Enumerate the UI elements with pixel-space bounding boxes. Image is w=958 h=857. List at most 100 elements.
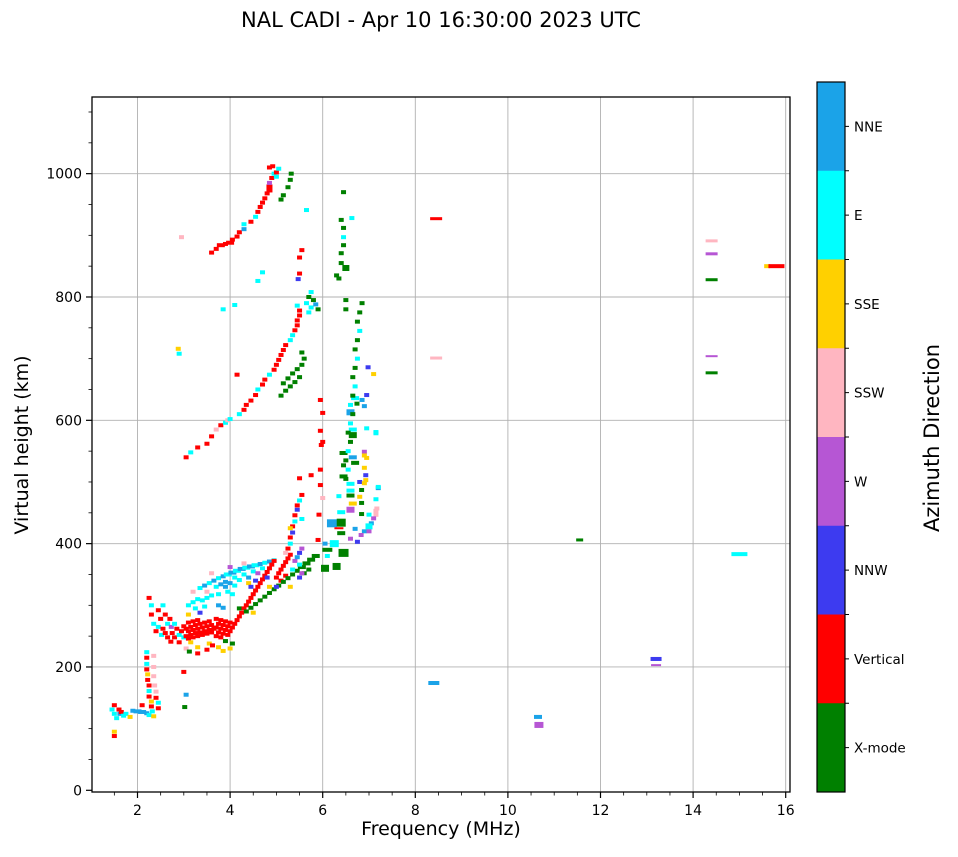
data-point [144, 661, 150, 666]
data-point [236, 230, 242, 235]
data-point [153, 695, 159, 700]
data-point [273, 170, 279, 175]
data-point [299, 571, 305, 576]
data-point [347, 402, 353, 407]
data-point [266, 590, 272, 595]
data-point [359, 301, 365, 306]
colorbar-tick-label: W [854, 474, 867, 490]
data-point [299, 248, 305, 253]
data-point [202, 583, 208, 588]
data-point [210, 643, 216, 648]
data-point [223, 572, 232, 577]
data-point [185, 612, 191, 617]
data-point [109, 707, 115, 712]
data-point [185, 603, 191, 608]
data-point [213, 246, 219, 251]
data-point [285, 376, 291, 381]
data-point [338, 548, 349, 557]
data-point [317, 428, 323, 433]
data-point [297, 476, 303, 481]
data-point [175, 346, 181, 351]
data-point [145, 672, 151, 677]
data-point [127, 714, 133, 719]
data-point [315, 307, 321, 312]
data-point [159, 632, 165, 637]
data-point [292, 519, 298, 524]
data-point [146, 595, 152, 600]
data-point [313, 302, 319, 307]
data-point [185, 629, 191, 634]
data-point [299, 516, 305, 521]
data-point [343, 298, 349, 303]
data-point [705, 278, 718, 282]
data-point [287, 384, 293, 389]
data-point [130, 708, 136, 713]
data-point [292, 513, 298, 518]
data-point [283, 573, 289, 578]
data-point [111, 703, 117, 708]
data-point [276, 571, 282, 576]
data-point [257, 581, 263, 586]
data-point [364, 426, 370, 431]
data-point [216, 576, 222, 581]
data-point [260, 200, 266, 205]
data-point [262, 377, 268, 382]
data-point [222, 639, 228, 644]
data-point [271, 367, 277, 372]
colorbar-segment-nnw [817, 525, 845, 615]
data-point [336, 518, 346, 527]
data-point [199, 598, 205, 603]
data-point [297, 562, 303, 567]
data-point [338, 261, 344, 266]
data-point [197, 610, 203, 615]
data-point [116, 707, 122, 712]
data-point [294, 323, 300, 328]
data-point [278, 197, 284, 202]
data-point [236, 412, 242, 417]
data-point [348, 432, 357, 439]
data-point [334, 527, 344, 530]
data-point [354, 356, 360, 361]
data-point [209, 250, 215, 255]
data-point [322, 547, 333, 552]
data-point [213, 616, 219, 621]
data-point [209, 630, 215, 635]
data-point [148, 704, 154, 709]
data-point [178, 629, 184, 634]
data-point [197, 621, 203, 626]
data-point [287, 541, 293, 546]
data-point [241, 572, 247, 577]
data-point [155, 700, 161, 705]
data-point [262, 594, 268, 599]
data-point [347, 439, 353, 444]
data-point [192, 623, 198, 628]
data-point [149, 709, 155, 714]
data-point [287, 177, 293, 182]
data-point [280, 579, 286, 584]
x-tick-label: 14 [684, 803, 702, 819]
data-point [334, 273, 340, 278]
data-point [232, 303, 238, 308]
data-point [290, 333, 296, 338]
data-point [195, 651, 201, 656]
data-point [354, 539, 360, 544]
data-point [341, 190, 347, 195]
data-point [371, 372, 377, 377]
data-point [266, 165, 272, 170]
data-point [283, 560, 289, 565]
plot-title: NAL CADI - Apr 10 16:30:00 2023 UTC [241, 8, 641, 32]
data-point [185, 636, 191, 641]
data-point [365, 365, 371, 370]
colorbar-segment-nne [817, 82, 845, 172]
data-point [430, 217, 443, 221]
data-point [220, 648, 226, 653]
data-point [246, 599, 252, 604]
data-point [151, 621, 157, 626]
data-point [374, 506, 380, 511]
data-point [297, 271, 303, 276]
data-point [297, 575, 303, 580]
data-point [343, 307, 349, 312]
data-point [145, 677, 151, 682]
data-point [283, 388, 289, 393]
data-point [366, 512, 372, 517]
